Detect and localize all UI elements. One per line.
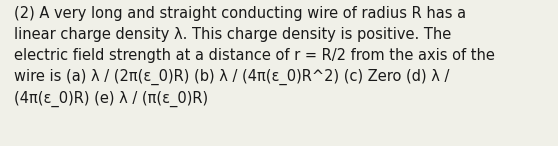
Text: (2) A very long and straight conducting wire of radius R has a
linear charge den: (2) A very long and straight conducting … <box>14 6 495 107</box>
